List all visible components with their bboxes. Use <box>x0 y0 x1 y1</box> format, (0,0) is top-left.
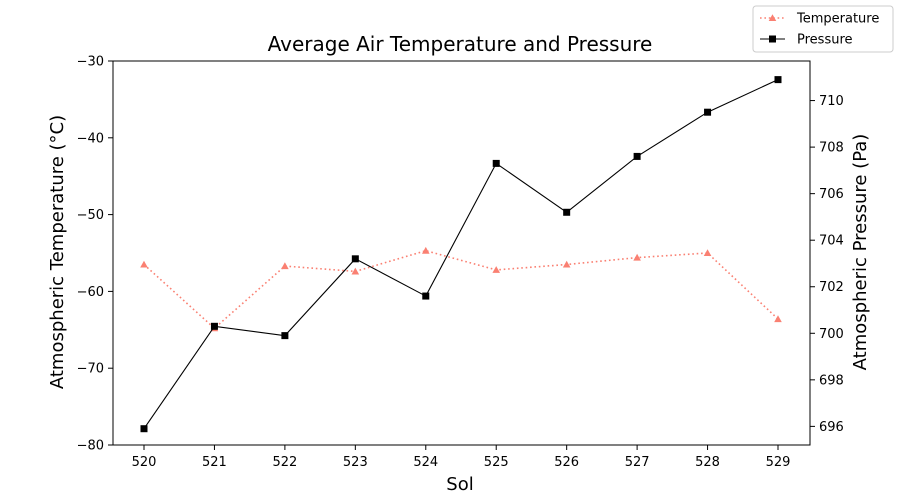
data-point-temperature <box>492 266 501 273</box>
y-tick-label-left: −40 <box>77 131 104 146</box>
x-axis-label: Sol <box>446 474 473 495</box>
legend-label: Temperature <box>796 12 879 27</box>
y-axis-label-right: Atmospheric Pressure (Pa) <box>850 134 871 371</box>
y-tick-label-right: 710 <box>819 94 844 109</box>
legend-marker <box>769 35 776 43</box>
data-point-temperature <box>281 262 289 270</box>
data-point-temperature <box>351 267 360 275</box>
x-tick-label: 524 <box>413 455 438 470</box>
chart-title: Average Air Temperature and Pressure <box>268 32 653 56</box>
x-tick-label: 522 <box>272 455 297 470</box>
series-pressure <box>140 76 782 433</box>
data-point-pressure <box>140 425 148 433</box>
data-point-pressure <box>281 332 289 340</box>
series-line-temperature <box>143 249 779 330</box>
data-point-temperature <box>140 260 148 268</box>
legend-marker <box>768 14 777 22</box>
series-layer <box>140 76 782 433</box>
series-line-pressure <box>143 79 779 430</box>
x-tick-label: 526 <box>554 455 579 470</box>
y-tick-label-right: 706 <box>819 187 844 202</box>
legend-box <box>752 5 894 53</box>
legend-item-pressure: Pressure <box>760 33 853 48</box>
x-tick-label: 529 <box>766 455 791 470</box>
data-point-pressure <box>633 152 641 160</box>
x-tick-label: 523 <box>343 455 368 470</box>
y-tick-label-right: 708 <box>819 141 844 156</box>
y-tick-label-right: 704 <box>819 234 844 249</box>
y-tick-label-left: −60 <box>77 285 104 300</box>
data-point-temperature <box>703 249 712 257</box>
data-point-pressure <box>704 108 712 116</box>
x-tick-label: 525 <box>484 455 509 470</box>
data-point-temperature <box>774 315 782 323</box>
data-point-pressure <box>563 208 571 216</box>
data-point-pressure <box>351 255 359 263</box>
data-point-temperature <box>562 260 571 268</box>
ticks-layer: 520 521 522 523 524 525 526 527 528 529 −80 −70 −60 −… <box>77 55 844 471</box>
x-tick-label: 520 <box>132 455 157 470</box>
data-point-pressure <box>774 76 782 84</box>
y-tick-label-left: −80 <box>77 439 104 454</box>
plot-frame <box>112 60 811 446</box>
data-point-pressure <box>492 159 500 167</box>
legend-items: Temperature Pressure <box>760 12 879 48</box>
y-tick-label-left: −50 <box>77 208 104 223</box>
y-tick-label-left: −30 <box>77 55 104 70</box>
data-point-temperature <box>633 253 641 261</box>
legend-label: Pressure <box>797 33 853 48</box>
y-tick-label-right: 702 <box>819 280 844 295</box>
y-tick-label-right: 698 <box>819 373 844 388</box>
legend: Temperature Pressure <box>752 5 894 53</box>
data-point-temperature <box>421 246 430 254</box>
y-tick-label-left: −70 <box>77 362 104 377</box>
y-tick-label-right: 700 <box>819 327 844 342</box>
legend-item-temperature: Temperature <box>760 12 879 27</box>
series-temperature <box>140 246 782 332</box>
y-tick-label-right: 696 <box>819 420 844 435</box>
y-axis-label-left: Atmospheric Temperature (°C) <box>47 115 68 389</box>
x-tick-label: 521 <box>202 455 227 470</box>
data-point-pressure <box>422 292 430 300</box>
x-tick-label: 527 <box>625 455 650 470</box>
x-tick-label: 528 <box>695 455 720 470</box>
data-point-pressure <box>210 322 218 330</box>
